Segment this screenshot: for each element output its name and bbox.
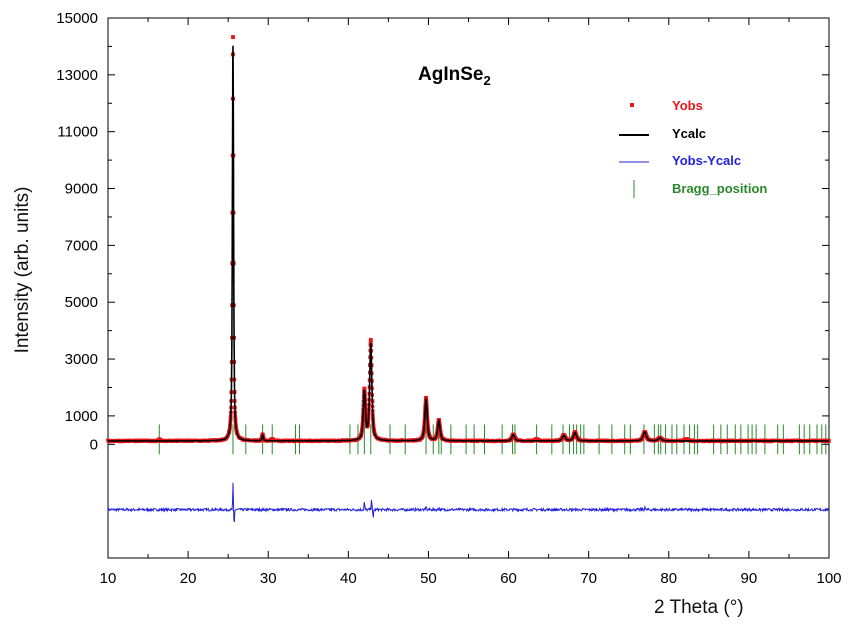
- y-tick-label: 15000: [56, 10, 98, 27]
- chart-title-subscript: 2: [483, 73, 490, 88]
- chart-title: AgInSe2: [418, 64, 491, 88]
- legend-item-ycalc: Ycalc: [619, 126, 706, 141]
- legend-yobs-label: Yobs: [672, 98, 703, 113]
- y-tick-label: 9000: [65, 181, 98, 198]
- legend-diff-label: Yobs-Ycalc: [672, 153, 741, 168]
- yobs-point: [369, 339, 373, 344]
- x-tick-label: 100: [816, 570, 841, 587]
- y-tick-label: 7000: [65, 237, 98, 254]
- x-tick-label: 20: [180, 570, 197, 587]
- legend-item-bragg: Bragg_position: [633, 180, 767, 198]
- series-yobs-points: [106, 35, 831, 444]
- legend-item-diff: Yobs-Ycalc: [619, 153, 741, 168]
- x-axis-label: 2 Theta (°): [654, 597, 744, 618]
- x-tick-label: 80: [660, 570, 677, 587]
- y-tick-label: 3000: [65, 351, 98, 368]
- legend-bragg-label: Bragg_position: [672, 181, 767, 196]
- legend: Yobs Ycalc Yobs-Ycalc Bragg_position: [619, 98, 767, 198]
- x-axis-ticks: 10 20 30 40 50 60 70 80 90 100: [100, 18, 842, 587]
- y-tick-label: 0: [90, 436, 98, 453]
- legend-item-yobs: Yobs: [630, 98, 703, 113]
- chart-title-main: AgInSe: [418, 64, 483, 85]
- x-tick-label: 10: [100, 570, 117, 587]
- x-tick-label: 50: [420, 570, 437, 587]
- series-ycalc-line: [108, 45, 829, 442]
- x-tick-label: 60: [500, 570, 517, 587]
- series-yobs-ycalc-line: [107, 482, 829, 523]
- x-tick-label: 40: [340, 570, 357, 587]
- yobs-point: [231, 35, 235, 40]
- y-tick-label: 11000: [57, 124, 98, 141]
- x-tick-label: 90: [741, 570, 758, 587]
- x-tick-label: 70: [580, 570, 597, 587]
- y-tick-label: 5000: [65, 294, 98, 311]
- legend-ycalc-label: Ycalc: [672, 126, 706, 141]
- y-tick-label: 1000: [65, 408, 98, 425]
- y-axis-ticks: 0 1000 3000 5000 7000 9000 11000 13000 15000: [56, 10, 829, 453]
- x-tick-label: 30: [260, 570, 277, 587]
- plot-frame: [107, 17, 830, 559]
- y-tick-label: 13000: [56, 67, 98, 84]
- legend-yobs-marker: [630, 103, 634, 107]
- y-axis-label: Intensity (arb. units): [12, 187, 33, 354]
